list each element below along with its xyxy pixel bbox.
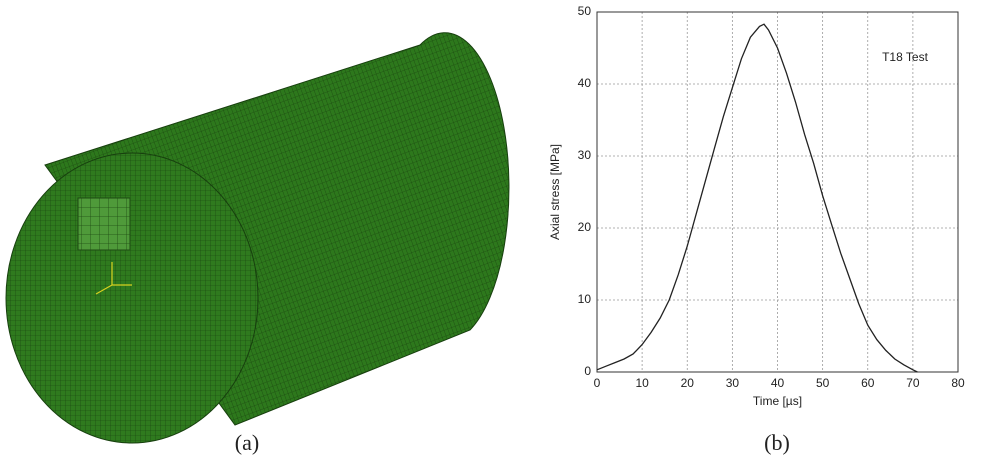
x-tick-label: 60 — [861, 376, 875, 390]
x-tick-label: 10 — [635, 376, 649, 390]
chart: 0 10 20 30 40 50 60 70 80 0 10 20 30 40 50 Time [µs] Axi… — [548, 4, 965, 408]
x-tick-label: 0 — [594, 376, 601, 390]
annotation: T18 Test — [882, 50, 928, 64]
x-tick-label: 20 — [681, 376, 695, 390]
caption: (a) — [235, 430, 259, 455]
x-tick-label: 30 — [726, 376, 740, 390]
y-tick-label: 10 — [578, 292, 592, 306]
figure: (a) (b) 0 10 20 30 40 50 60 70 80 0 10 20 30 40 50 Time… — [0, 0, 999, 465]
page: (a) (b) 0 10 20 30 40 50 60 70 80 0 10 20 30 40 50 Time… — [0, 0, 999, 465]
data-line — [597, 24, 917, 372]
x-tick-label: 70 — [906, 376, 920, 390]
x-tick-label: 80 — [951, 376, 965, 390]
y-tick-label: 30 — [578, 148, 592, 162]
y-tick-label: 20 — [578, 220, 592, 234]
y-axis-label: Axial stress [MPa] — [548, 144, 562, 240]
y-tick-label: 0 — [584, 364, 591, 378]
x-tick-label: 40 — [771, 376, 785, 390]
mesh-illustration — [6, 33, 509, 443]
x-axis-label: Time [µs] — [753, 394, 802, 408]
caption: (b) — [764, 430, 790, 455]
y-tick-label: 50 — [578, 4, 592, 18]
y-tick-label: 40 — [578, 76, 592, 90]
x-tick-label: 50 — [816, 376, 830, 390]
